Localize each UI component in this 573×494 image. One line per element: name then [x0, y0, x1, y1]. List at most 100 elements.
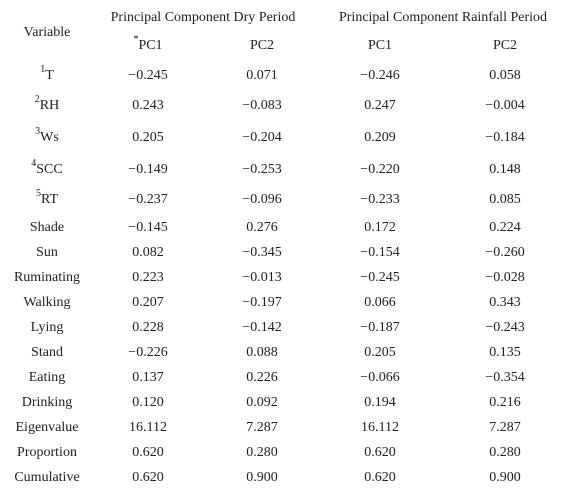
value: 0.085	[489, 192, 521, 207]
value: −0.245	[360, 270, 400, 285]
value: −0.028	[485, 270, 525, 285]
value: 16.112	[361, 420, 399, 435]
value: 0.228	[132, 320, 164, 335]
value: 0.058	[489, 68, 521, 83]
value: −0.233	[360, 192, 400, 207]
variable-name: Lying	[30, 320, 64, 335]
value: 0.071	[246, 68, 278, 83]
variable-name: Stand	[31, 345, 63, 360]
footnote-number: 5	[35, 188, 41, 199]
column-header: PC1	[368, 38, 392, 54]
value: −0.083	[242, 98, 282, 113]
value: 0.137	[132, 370, 164, 385]
value: 0.194	[364, 395, 396, 410]
value: 0.276	[246, 220, 278, 235]
value: 0.280	[246, 445, 278, 460]
variable-name: Drinking	[21, 395, 73, 410]
variable-name: Shade	[29, 220, 65, 235]
value: 7.287	[489, 420, 521, 435]
value: 0.205	[364, 345, 396, 360]
value: 0.082	[132, 245, 164, 260]
value: 0.088	[246, 345, 278, 360]
variable-name: Cumulative	[14, 470, 80, 485]
row-label: Stand	[31, 345, 63, 361]
value: 0.620	[132, 470, 164, 485]
variable-name: SCC	[36, 162, 63, 177]
column-header: PC2	[250, 38, 274, 54]
value: −0.245	[128, 68, 168, 83]
value: 0.900	[489, 470, 521, 485]
footnote-mark: *	[133, 34, 139, 45]
row-label: Walking	[23, 295, 70, 311]
value: −0.243	[485, 320, 525, 335]
value: 0.620	[364, 470, 396, 485]
value: −0.184	[485, 130, 525, 145]
variable-name: Ws	[40, 130, 59, 145]
value: 0.226	[246, 370, 278, 385]
row-label: 2RH	[35, 95, 59, 114]
value: 0.135	[489, 345, 521, 360]
column-header: *PC1	[133, 35, 163, 54]
row-label: Proportion	[17, 445, 77, 461]
value: −0.354	[485, 370, 525, 385]
value: 0.207	[132, 295, 164, 310]
value: −0.004	[485, 98, 525, 113]
column-header: PC2	[493, 38, 517, 54]
value: −0.013	[242, 270, 282, 285]
column-label: PC2	[492, 38, 518, 53]
variable-name: Eigenvalue	[15, 420, 79, 435]
footnote-number: 1	[40, 64, 46, 75]
value: 16.112	[129, 420, 167, 435]
variable-name: Walking	[23, 295, 71, 310]
value: 0.243	[132, 98, 164, 113]
value: 0.224	[489, 220, 521, 235]
row-label: Drinking	[22, 395, 73, 411]
value: 0.620	[364, 445, 396, 460]
row-label: Eigenvalue	[16, 420, 79, 436]
value: −0.187	[360, 320, 400, 335]
value: −0.197	[242, 295, 282, 310]
row-label: Eating	[29, 370, 66, 386]
value: −0.096	[242, 192, 282, 207]
value: 0.172	[364, 220, 396, 235]
row-label: Sun	[36, 245, 58, 261]
value: −0.226	[128, 345, 168, 360]
column-label: PC1	[138, 38, 163, 53]
variable-name: Ruminating	[13, 270, 81, 285]
value: −0.237	[128, 192, 168, 207]
value: 0.280	[489, 445, 521, 460]
variable-name: Eating	[28, 370, 66, 385]
value: 0.900	[246, 470, 278, 485]
value: 0.216	[489, 395, 521, 410]
value: −0.246	[360, 68, 400, 83]
value: −0.142	[242, 320, 282, 335]
column-label: PC2	[249, 38, 275, 53]
row-label: Ruminating	[14, 270, 80, 286]
row-label: 3Ws	[35, 127, 59, 146]
value: 0.092	[246, 395, 278, 410]
variable-name: Sun	[36, 245, 58, 260]
row-label: Lying	[31, 320, 64, 336]
value: 0.620	[132, 445, 164, 460]
value: 0.120	[132, 395, 164, 410]
variable-name: T	[45, 68, 54, 83]
value: 0.247	[364, 98, 396, 113]
value: 0.148	[489, 162, 521, 177]
value: −0.154	[360, 245, 400, 260]
value: −0.149	[128, 162, 168, 177]
value: 7.287	[246, 420, 278, 435]
value: −0.345	[242, 245, 282, 260]
row-label: 5RT	[36, 189, 59, 208]
header-variable: Variable	[23, 25, 71, 40]
row-label: 1T	[40, 65, 54, 84]
variable-name: RT	[40, 192, 59, 207]
value: 0.209	[364, 130, 396, 145]
row-label: Shade	[30, 220, 64, 236]
row-label: 4SCC	[31, 159, 63, 178]
value: −0.253	[242, 162, 282, 177]
group-header: Principal Component Dry Period	[110, 10, 296, 25]
footnote-number: 2	[34, 94, 40, 105]
value: −0.145	[128, 220, 168, 235]
value: −0.066	[360, 370, 400, 385]
